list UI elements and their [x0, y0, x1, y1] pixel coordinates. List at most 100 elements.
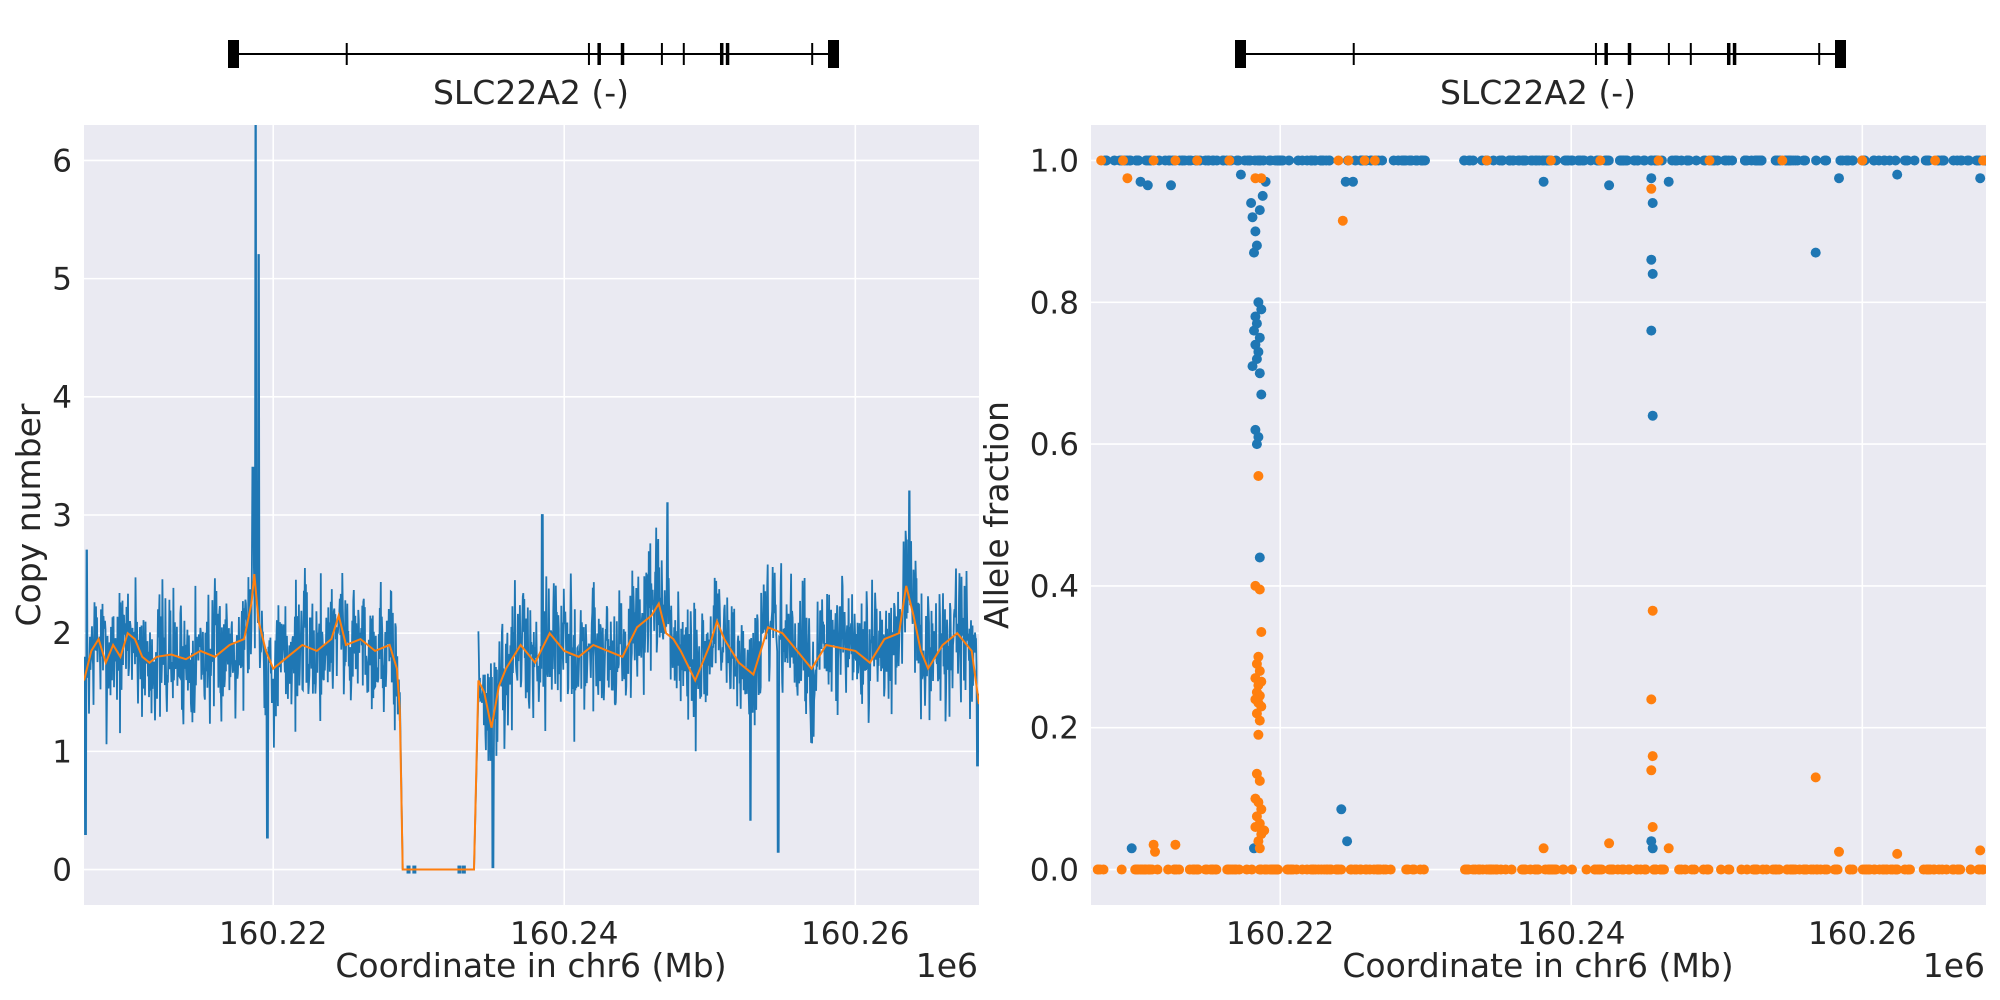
allele-fraction-point	[1663, 176, 1674, 187]
allele-fraction-point	[1604, 864, 1615, 875]
allele-fraction-point	[1689, 864, 1700, 875]
allele-fraction-point	[1152, 864, 1163, 875]
gene-end-exon	[828, 40, 839, 68]
gene-track-right	[1235, 40, 1846, 68]
allele-fraction-point	[1385, 864, 1396, 875]
allele-fraction-point	[1235, 169, 1246, 180]
allele-fraction-point	[1704, 155, 1715, 166]
allele-fraction-point	[1952, 864, 1963, 875]
allele-fraction-point	[1336, 804, 1347, 815]
allele-fraction-point	[1297, 864, 1308, 875]
allele-fraction-point	[1647, 410, 1658, 421]
allele-fraction-point	[1881, 864, 1892, 875]
smoothed-copy-number-line	[84, 574, 979, 871]
allele-fraction-point	[1324, 155, 1335, 166]
allele-fraction-point	[1965, 864, 1976, 875]
allele-fraction-point	[1518, 155, 1529, 166]
allele-fraction-point	[1834, 173, 1844, 184]
allele-fraction-point	[1635, 864, 1646, 875]
allele-fraction-point	[1369, 155, 1380, 166]
allele-fraction-point	[1270, 155, 1281, 166]
allele-fraction-point	[1868, 155, 1879, 166]
allele-fraction-point	[1095, 864, 1106, 875]
allele-fraction-point	[1122, 173, 1133, 184]
y-tick-label: 1	[52, 734, 72, 770]
gene-label-right: SLC22A2 (-)	[1440, 73, 1636, 112]
allele-fraction-point	[1340, 176, 1351, 187]
allele-fraction-point	[1557, 864, 1568, 875]
allele-fraction-point	[1863, 864, 1874, 875]
allele-fraction-point	[1618, 155, 1629, 166]
allele-fraction-point	[1096, 155, 1107, 166]
allele-fraction-point	[1646, 173, 1657, 184]
allele-fraction-point	[1646, 694, 1657, 705]
allele-fraction-point	[1830, 864, 1841, 875]
raw-copy-number-line	[477, 490, 979, 869]
allele-fraction-point	[1567, 864, 1577, 875]
allele-fraction-point	[1337, 215, 1348, 226]
allele-fraction-point	[1192, 155, 1203, 166]
allele-fraction-point	[1225, 864, 1236, 875]
allele-fraction-point	[1647, 822, 1658, 832]
allele-fraction-point	[1748, 864, 1759, 875]
allele-fraction-point	[1647, 268, 1658, 279]
allele-fraction-point	[1538, 843, 1549, 854]
allele-fraction-point	[1810, 247, 1821, 258]
x-ticks-left: 160.22 160.24 160.26	[219, 916, 910, 952]
y-tick-label: 0.6	[1030, 427, 1079, 463]
allele-fraction-point	[1343, 155, 1354, 166]
allele-fraction-point	[1506, 864, 1517, 875]
y-axis-label-right: Allele fraction	[977, 401, 1016, 629]
y-tick-label: 5	[52, 262, 72, 298]
allele-fraction-point	[1256, 627, 1267, 637]
allele-fraction-point	[1360, 864, 1371, 875]
allele-fraction-point	[1922, 155, 1933, 166]
x-axis-label-right: Coordinate in chr6 (Mb)	[1342, 946, 1733, 985]
allele-fraction-point	[1560, 155, 1570, 166]
allele-fraction-point	[1646, 183, 1657, 194]
allele-fraction-point	[1251, 439, 1262, 450]
allele-fraction-point	[1256, 173, 1267, 184]
allele-fraction-point	[1890, 155, 1901, 166]
copy-number-series	[84, 125, 979, 874]
allele-fraction-point	[1691, 155, 1702, 166]
allele-fraction-point	[1359, 155, 1370, 166]
allele-fraction-point	[1646, 254, 1657, 265]
allele-fraction-point	[1545, 155, 1556, 166]
allele-fraction-point	[1170, 155, 1181, 166]
allele-fraction-point	[1348, 176, 1358, 187]
allele-fraction-point	[1297, 155, 1308, 166]
allele-fraction-point	[1125, 155, 1136, 166]
allele-fraction-point	[1133, 155, 1144, 166]
allele-fraction-point	[1647, 605, 1658, 616]
x-tick-label: 160.24	[510, 916, 618, 952]
allele-fraction-point	[1533, 864, 1544, 875]
allele-fraction-point	[1918, 864, 1929, 875]
allele-fraction-point	[1118, 155, 1128, 166]
allele-fraction-point	[1879, 155, 1890, 166]
allele-fraction-point	[1834, 846, 1844, 857]
allele-fraction-point	[1486, 864, 1496, 875]
allele-fraction-point	[1234, 864, 1245, 875]
allele-fraction-point	[1257, 190, 1268, 201]
allele-fraction-point	[1736, 864, 1747, 875]
allele-fraction-point	[1247, 212, 1258, 223]
allele-fraction-point	[1205, 864, 1216, 875]
allele-fraction-point	[1254, 368, 1265, 379]
allele-fraction-point	[1890, 864, 1901, 875]
allele-fraction-point	[1148, 155, 1159, 166]
allele-fraction-point	[1333, 864, 1344, 875]
allele-fraction-point	[1857, 155, 1868, 166]
allele-fraction-point	[1481, 155, 1492, 166]
allele-fraction-point	[1126, 843, 1137, 854]
plot-clip-right	[1092, 155, 1986, 875]
allele-fraction-point	[1581, 864, 1592, 875]
x-offset-label-left: 1e6	[916, 946, 978, 985]
allele-fraction-point	[1618, 864, 1629, 875]
allele-fraction-point	[1937, 155, 1948, 166]
allele-fraction-point	[1169, 864, 1180, 875]
allele-fraction-point	[1306, 155, 1317, 166]
x-tick-label: 160.24	[1517, 916, 1625, 952]
y-tick-label: 3	[52, 498, 72, 534]
allele-fraction-point	[1740, 155, 1750, 166]
